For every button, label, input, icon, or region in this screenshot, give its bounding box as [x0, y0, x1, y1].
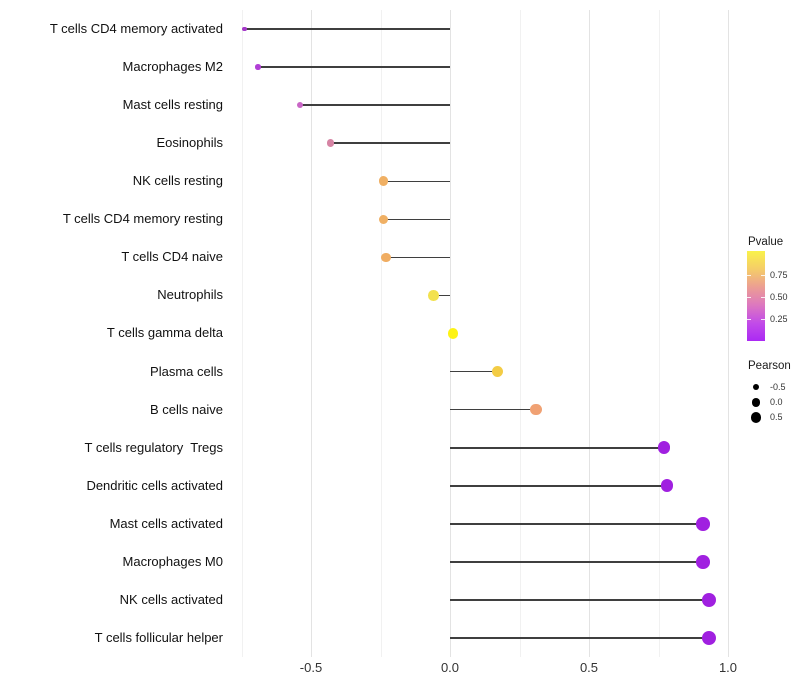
pearson-size-dot: [750, 412, 762, 423]
lollipop-dot: [242, 26, 247, 32]
lollipop-stem: [386, 256, 450, 259]
gridline-major: [728, 10, 729, 657]
y-axis-label: T cells gamma delta: [106, 325, 223, 341]
lollipop-dot: [701, 630, 716, 645]
y-axis-label: NK cells resting: [132, 173, 223, 189]
colorbar-tick-label: 0.25: [770, 313, 788, 324]
gridline-minor: [241, 10, 243, 657]
lollipop-stem: [450, 484, 667, 487]
y-axis-label: T cells CD4 naive: [121, 249, 223, 265]
lollipop-stem: [258, 66, 450, 68]
y-axis-label: NK cells activated: [119, 591, 223, 607]
pearson-legend-title: Pearson: [748, 360, 791, 372]
y-axis-label: Dendritic cells activated: [86, 477, 223, 493]
lollipop-stem: [450, 522, 703, 525]
pvalue-colorbar: [747, 251, 765, 341]
gridline-minor: [380, 10, 382, 657]
lollipop-dot: [428, 290, 439, 301]
x-axis-tick-label: 0.0: [440, 660, 460, 675]
gridline-minor: [519, 10, 521, 657]
y-axis-label: Eosinophils: [156, 135, 224, 151]
colorbar-tick: [747, 297, 751, 299]
y-axis-label: T cells CD4 memory resting: [62, 211, 223, 227]
lollipop-dot: [696, 517, 710, 531]
pearson-size-label: -0.5: [770, 381, 786, 392]
pearson-size-label: 0.0: [770, 396, 783, 407]
y-axis-label: T cells follicular helper: [94, 629, 223, 645]
pearson-size-dot: [751, 398, 761, 407]
lollipop-stem: [299, 104, 450, 106]
lollipop-dot: [255, 64, 261, 70]
y-axis-label: Mast cells resting: [122, 97, 223, 113]
lollipop-stem: [244, 28, 450, 30]
lollipop-stem: [450, 370, 498, 373]
y-axis-label: T cells regulatory Tregs: [84, 439, 223, 455]
lollipop-stem: [450, 408, 537, 411]
x-axis-tick-label: 0.5: [579, 660, 599, 675]
lollipop-dot: [447, 328, 459, 339]
x-axis-tick-label: -0.5: [299, 660, 323, 675]
y-axis-label: Neutrophils: [157, 287, 223, 303]
y-axis-label: Mast cells activated: [109, 515, 223, 531]
pvalue-legend-title: Pvalue: [748, 236, 784, 248]
lollipop-stem: [450, 636, 709, 639]
y-axis-label: T cells CD4 memory activated: [49, 21, 223, 36]
lollipop-dot: [701, 592, 716, 607]
lollipop-stem: [330, 142, 450, 144]
lollipop-dot: [657, 441, 671, 454]
lollipop-dot: [296, 101, 304, 109]
colorbar-tick-label: 0.50: [770, 292, 788, 303]
pearson-size-label: 0.5: [770, 412, 783, 423]
lollipop-dot: [660, 479, 674, 492]
y-axis-label: Macrophages M2: [122, 59, 223, 75]
lollipop-stem: [433, 294, 450, 297]
y-axis-label: Plasma cells: [150, 363, 223, 379]
colorbar-tick: [761, 297, 765, 299]
lollipop-dot: [378, 214, 389, 225]
y-axis-label: Macrophages M0: [122, 553, 223, 569]
lollipop-dot: [381, 252, 391, 263]
gridline-major: [589, 10, 590, 657]
y-axis-label: B cells naive: [150, 401, 223, 417]
colorbar-tick: [747, 275, 751, 277]
lollipop-dot: [326, 139, 335, 147]
pearson-size-dot: [752, 383, 760, 391]
lollipop-dot: [491, 366, 503, 378]
lollipop-dot: [696, 555, 710, 569]
x-axis-tick-label: 1.0: [718, 660, 738, 675]
lollipop-stem: [450, 598, 709, 601]
lollipop-stem: [450, 446, 665, 449]
colorbar-tick: [761, 275, 765, 277]
lollipop-dot: [530, 403, 542, 416]
lollipop-stem: [383, 180, 450, 182]
gridline-major: [311, 10, 312, 657]
lollipop-stem: [383, 218, 450, 220]
lollipop-stem: [450, 560, 703, 563]
gridline-minor: [658, 10, 660, 657]
lollipop-dot: [378, 176, 389, 186]
colorbar-tick: [761, 318, 765, 320]
colorbar-tick-label: 0.75: [770, 270, 788, 281]
colorbar-tick: [747, 318, 751, 320]
